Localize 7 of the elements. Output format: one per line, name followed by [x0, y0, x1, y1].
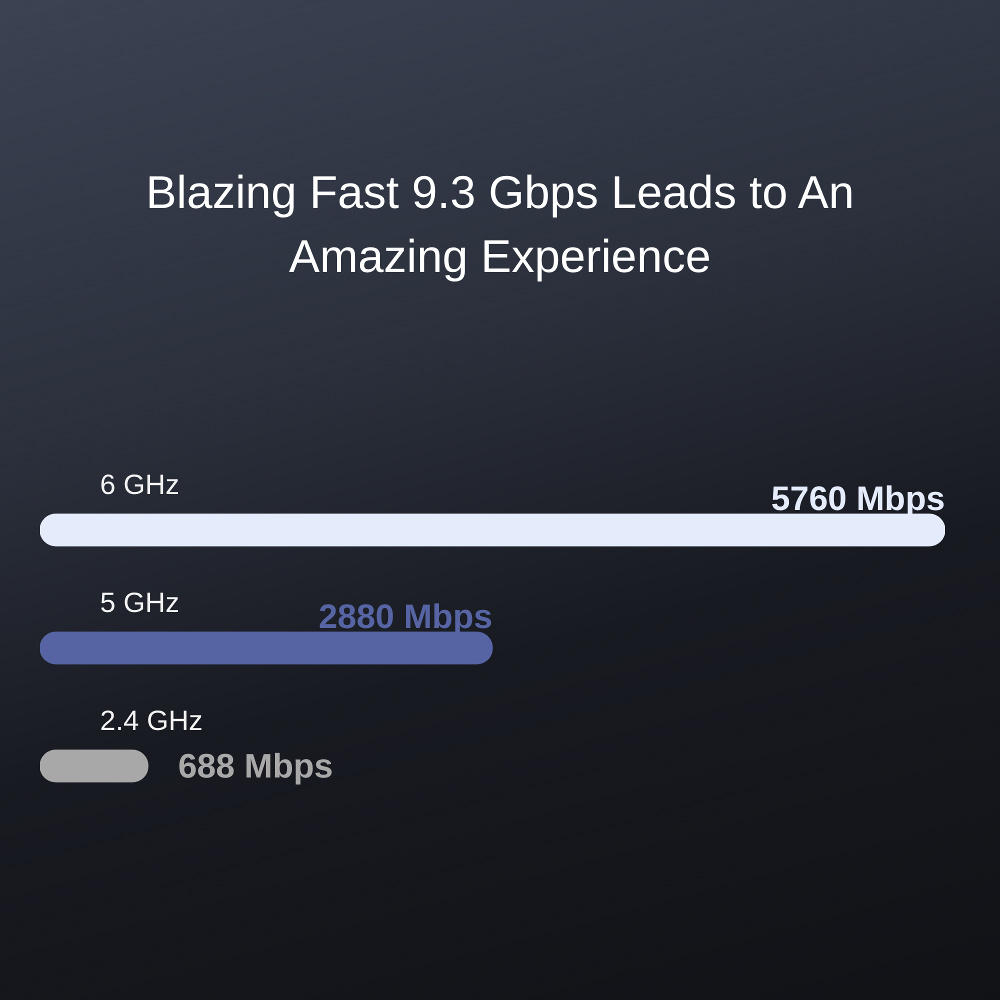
- chart-title: Blazing Fast 9.3 Gbps Leads to An Amazing Experience: [144, 165, 856, 284]
- data-label: 5760 Mbps: [771, 480, 945, 518]
- data-label: 688 Mbps: [178, 747, 334, 786]
- data-label: 2880 Mbps: [318, 598, 492, 636]
- y-tick-label: 2.4 GHz: [100, 705, 203, 736]
- y-tick-label: 5 GHz: [100, 587, 180, 618]
- y-tick-label: 6 GHz: [100, 469, 180, 500]
